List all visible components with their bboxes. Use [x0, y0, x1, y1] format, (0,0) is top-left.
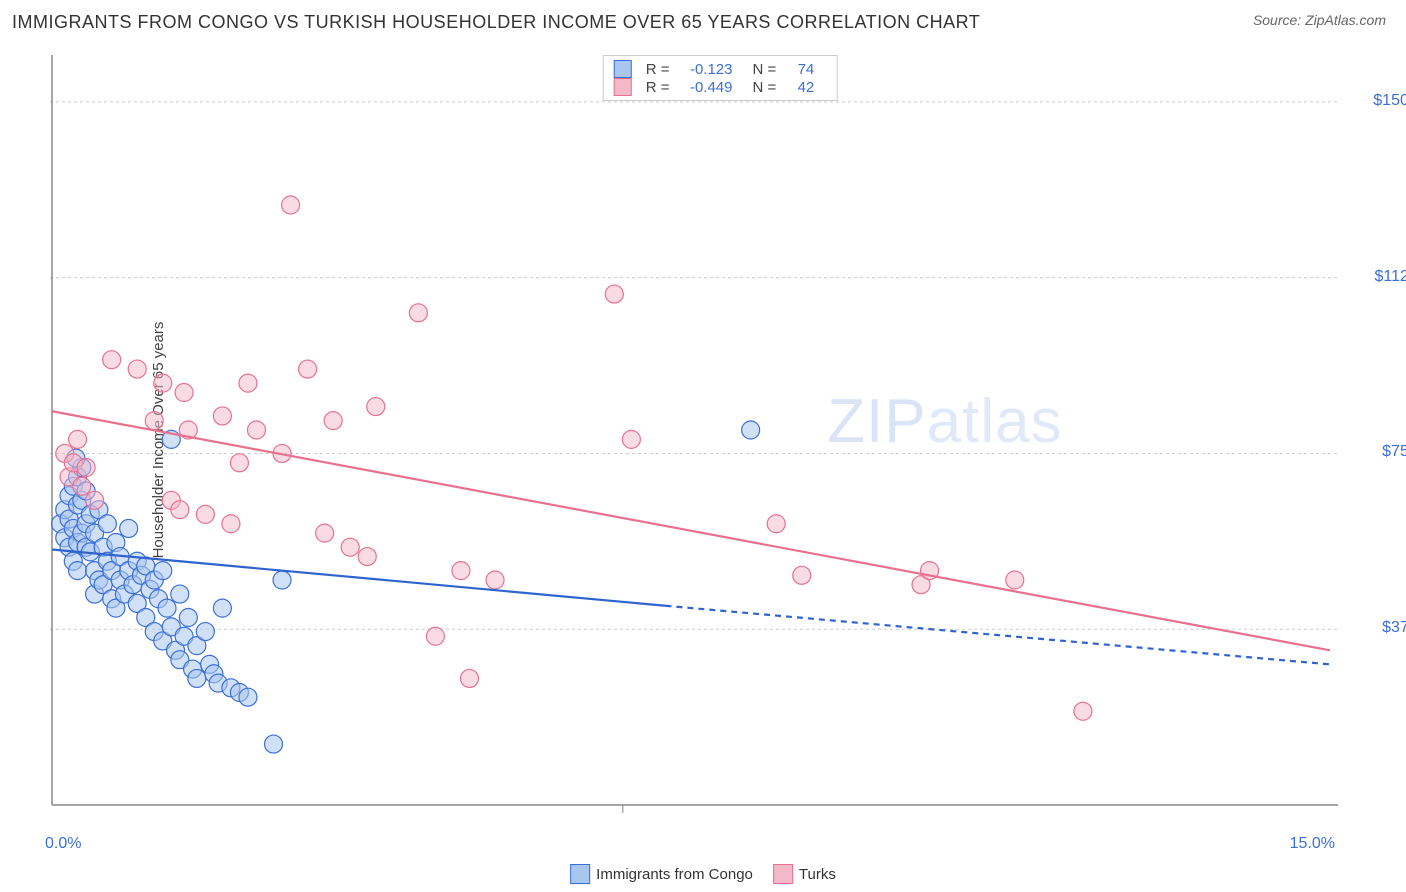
legend-item: Immigrants from Congo	[570, 864, 753, 884]
x-max-label: 15.0%	[1290, 835, 1335, 853]
series-legend: Immigrants from Congo Turks	[570, 864, 836, 884]
source-label: Source: ZipAtlas.com	[1253, 12, 1386, 28]
legend-item: Turks	[773, 864, 836, 884]
legend-swatch	[773, 864, 793, 884]
stats-row: R = -0.449 N = 42	[614, 78, 827, 96]
y-tick-label: $37,500	[1382, 619, 1406, 637]
stat-r-value: -0.123	[678, 61, 733, 78]
scatter-chart	[50, 55, 1338, 825]
legend-swatch	[614, 78, 632, 96]
legend-label: Immigrants from Congo	[596, 866, 753, 883]
y-tick-label: $75,000	[1382, 443, 1406, 461]
y-tick-label: $112,500	[1374, 268, 1406, 286]
plot-container: Householder Income Over 65 years ZIPatla…	[50, 55, 1390, 825]
x-min-label: 0.0%	[45, 835, 81, 853]
stat-r-label: R =	[646, 61, 670, 78]
legend-label: Turks	[799, 866, 836, 883]
legend-swatch	[614, 60, 632, 78]
stat-n-value: 42	[784, 79, 814, 96]
watermark: ZIPatlas	[827, 386, 1062, 457]
chart-title: IMMIGRANTS FROM CONGO VS TURKISH HOUSEHO…	[12, 12, 980, 33]
stat-n-label: N =	[753, 79, 777, 96]
y-tick-label: $150,000	[1373, 92, 1406, 110]
legend-swatch	[570, 864, 590, 884]
stat-n-value: 74	[784, 61, 814, 78]
stat-r-value: -0.449	[678, 79, 733, 96]
stats-legend: R = -0.123 N = 74 R = -0.449 N = 42	[603, 55, 838, 101]
stat-n-label: N =	[753, 61, 777, 78]
stats-row: R = -0.123 N = 74	[614, 60, 827, 78]
stat-r-label: R =	[646, 79, 670, 96]
